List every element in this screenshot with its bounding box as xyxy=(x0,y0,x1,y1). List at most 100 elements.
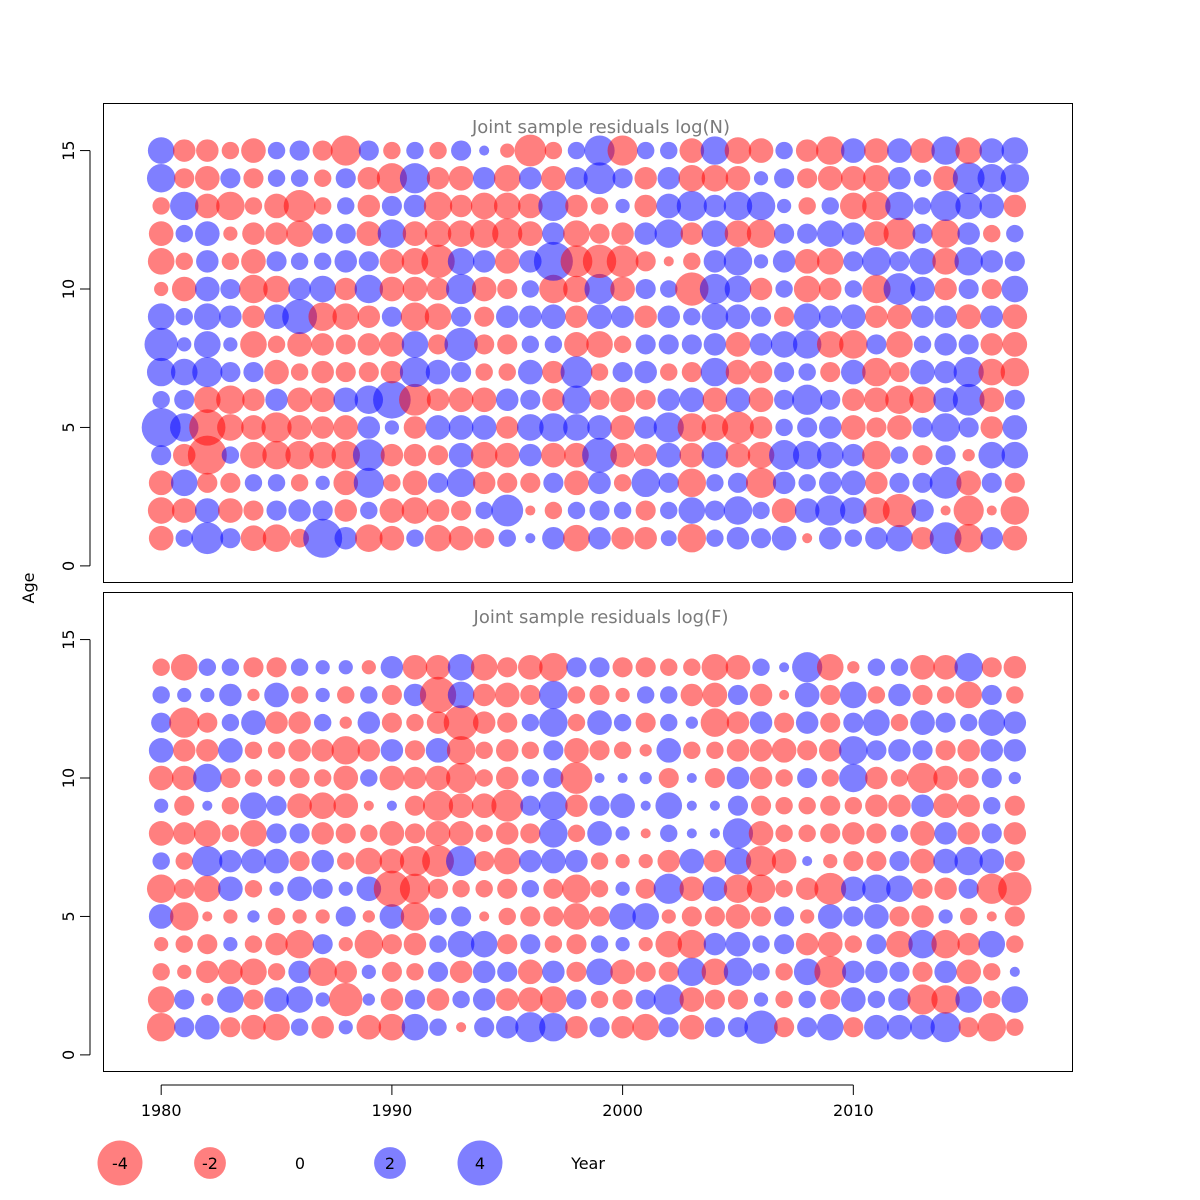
residual-bubble-age12-2011 xyxy=(863,709,890,736)
residual-bubble-age4-1989 xyxy=(352,439,385,472)
residual-bubble-age5-1984 xyxy=(247,910,260,923)
residual-bubble-age13-2017 xyxy=(1006,686,1024,704)
residual-bubble-age10-2002 xyxy=(660,280,678,298)
residual-bubble-age13-2000 xyxy=(615,687,630,703)
residual-bubble-age5-1999 xyxy=(587,415,612,440)
residual-bubble-age2-2003 xyxy=(679,987,705,1012)
residual-bubble-age10-2011 xyxy=(865,766,888,790)
residual-bubble-age13-1998 xyxy=(567,686,586,704)
residual-bubble-age15-1995 xyxy=(500,143,515,158)
residual-bubble-age2-1981 xyxy=(174,989,195,1010)
residual-bubble-age5-2000 xyxy=(609,903,636,930)
residual-bubble-age2-1992 xyxy=(426,499,450,522)
residual-bubble-age6-2006 xyxy=(748,387,774,413)
residual-bubble-age8-1993 xyxy=(444,327,478,362)
residual-bubble-age5-2004 xyxy=(704,906,725,927)
residual-bubble-age13-1991 xyxy=(403,683,427,707)
residual-bubble-age13-2015 xyxy=(955,192,982,220)
residual-bubble-age6-2005 xyxy=(723,874,753,903)
residual-bubble-age15-1994 xyxy=(479,145,490,156)
residual-bubble-age12-1994 xyxy=(472,711,496,734)
residual-bubble-age3-2011 xyxy=(865,471,888,495)
residual-bubble-age3-2012 xyxy=(889,472,910,493)
residual-bubble-age3-1996 xyxy=(520,472,541,493)
residual-bubble-age11-1985 xyxy=(267,741,286,760)
residual-bubble-age2-1980 xyxy=(147,497,175,524)
residual-bubble-age3-1999 xyxy=(586,958,613,986)
residual-bubble-age8-1997 xyxy=(544,335,563,354)
residual-bubble-age2-1988 xyxy=(334,499,357,522)
residual-bubble-age7-1991 xyxy=(399,845,431,877)
residual-bubble-age11-2004 xyxy=(703,250,727,273)
residual-bubble-age12-2007 xyxy=(774,712,795,733)
residual-bubble-age2-2010 xyxy=(841,987,866,1012)
residual-bubble-age5-1997 xyxy=(543,906,564,927)
residual-bubble-age5-2003 xyxy=(677,413,707,442)
residual-bubble-age11-2008 xyxy=(794,249,820,274)
residual-bubble-age4-1982 xyxy=(197,934,218,955)
residual-bubble-age4-1988 xyxy=(331,440,360,470)
residual-bubble-age6-2007 xyxy=(775,880,793,898)
residual-bubble-age4-2006 xyxy=(747,441,775,469)
residual-bubble-age13-2008 xyxy=(794,682,820,708)
residual-bubble-age5-2017 xyxy=(1002,415,1028,440)
residual-bubble-age1-2001 xyxy=(634,526,657,550)
residual-bubble-age3-1981 xyxy=(177,964,192,979)
residual-bubble-age5-2014 xyxy=(938,909,953,924)
residual-bubble-age13-2015 xyxy=(955,681,982,709)
residual-bubble-age7-2008 xyxy=(798,363,816,381)
residual-bubble-age10-2005 xyxy=(724,275,752,303)
residual-bubble-age3-2015 xyxy=(956,959,981,985)
residual-bubble-age13-1990 xyxy=(381,684,402,706)
residual-bubble-age11-2009 xyxy=(819,739,842,762)
residual-bubble-age4-2013 xyxy=(912,445,933,466)
residual-bubble-age15-1984 xyxy=(241,138,266,163)
residual-bubble-age10-1984 xyxy=(244,769,263,787)
residual-bubble-age4-2008 xyxy=(795,932,819,956)
residual-bubble-age14-1996 xyxy=(518,654,543,680)
residual-bubble-age11-1980 xyxy=(147,248,175,275)
residual-bubble-age13-1996 xyxy=(520,684,541,706)
residual-bubble-age5-2005 xyxy=(722,411,754,444)
residual-bubble-age7-2003 xyxy=(679,848,705,874)
residual-bubble-age13-2016 xyxy=(979,193,1005,219)
residual-bubble-age5-2010 xyxy=(841,415,866,440)
residual-bubble-age12-1995 xyxy=(492,218,523,249)
residual-bubble-age13-1987 xyxy=(315,687,330,703)
residual-bubble-age14-2001 xyxy=(634,167,657,190)
residual-bubble-age11-2008 xyxy=(797,740,818,761)
residual-bubble-age4-2017 xyxy=(1001,441,1029,469)
residual-bubble-age8-1989 xyxy=(360,824,378,843)
residual-bubble-age6-2003 xyxy=(679,876,705,902)
residual-bubble-age10-1987 xyxy=(309,275,336,303)
residual-bubble-age8-2010 xyxy=(839,330,868,359)
residual-bubble-age12-2017 xyxy=(1006,224,1024,243)
residual-bubble-age8-1983 xyxy=(223,337,238,352)
residual-bubble-age10-1988 xyxy=(334,277,357,301)
legend-bubble--2 xyxy=(194,1147,226,1179)
residual-bubble-age14-1986 xyxy=(290,169,309,187)
residual-bubble-age14-1995 xyxy=(497,657,518,678)
residual-bubble-age11-1997 xyxy=(533,241,573,281)
residual-bubble-age7-1994 xyxy=(475,363,493,381)
residual-bubble-age12-2006 xyxy=(746,219,776,248)
residual-bubble-age10-1985 xyxy=(263,275,290,303)
residual-bubble-age8-2006 xyxy=(749,333,773,356)
residual-bubble-age12-2016 xyxy=(983,224,1001,243)
residual-bubble-age15-1990 xyxy=(383,141,401,160)
residual-bubble-age6-1995 xyxy=(497,878,518,899)
residual-bubble-age3-1988 xyxy=(333,470,359,496)
residual-bubble-age6-1990 xyxy=(373,380,411,419)
residual-bubble-age14-1998 xyxy=(566,657,587,678)
residual-bubble-age11-1988 xyxy=(334,250,357,273)
residual-bubble-age4-2009 xyxy=(817,931,843,957)
residual-bubble-age1-1999 xyxy=(588,526,611,550)
residual-bubble-age2-2007 xyxy=(771,498,797,523)
residual-bubble-age1-2004 xyxy=(706,529,724,547)
residual-bubble-age15-2011 xyxy=(864,138,889,163)
residual-bubble-age2-1996 xyxy=(525,505,536,516)
residual-bubble-age8-1994 xyxy=(474,334,495,355)
residual-bubble-age7-1981 xyxy=(170,358,198,386)
residual-bubble-age8-1986 xyxy=(289,823,310,844)
residual-bubble-age4-1999 xyxy=(590,935,609,953)
